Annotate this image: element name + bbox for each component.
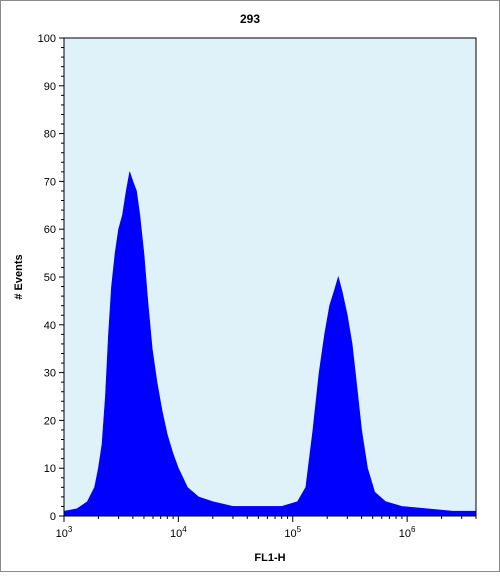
chart-title: 293 [240, 12, 260, 26]
histogram-area [63, 171, 477, 517]
x-axis: 103 104 105 106 [56, 516, 477, 540]
y-tick-label: 90 [44, 81, 56, 93]
y-axis: 0 10 20 30 40 50 60 70 80 90 100 [38, 33, 64, 523]
y-tick-label: 0 [50, 511, 56, 523]
x-tick-label: 103 [56, 525, 73, 540]
y-axis-title: # Events [13, 254, 25, 299]
y-tick-label: 100 [38, 33, 56, 45]
x-tick-label: 104 [170, 525, 187, 540]
y-tick-label: 60 [44, 224, 56, 236]
y-tick-label: 10 [44, 463, 56, 475]
y-tick-label: 80 [44, 129, 56, 141]
y-tick-label: 70 [44, 176, 56, 188]
x-tick-label: 106 [399, 525, 416, 540]
y-tick-label: 30 [44, 368, 56, 380]
x-tick-label: 105 [284, 525, 301, 540]
x-axis-title: FL1-H [254, 552, 285, 564]
y-tick-label: 20 [44, 415, 56, 427]
y-tick-label: 50 [44, 272, 56, 284]
y-tick-label: 40 [44, 320, 56, 332]
